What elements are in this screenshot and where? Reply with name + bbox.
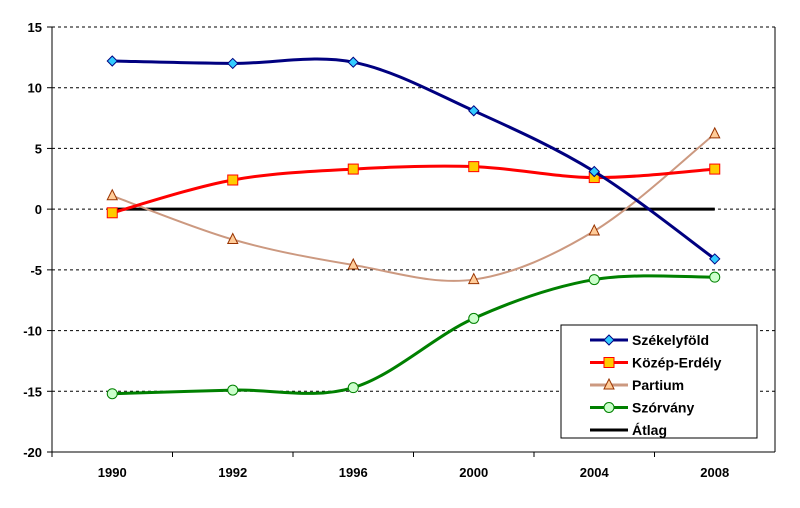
legend: Székelyföld Közép-Erdély Partium Szórvány Át… [560,324,758,439]
square-marker [106,207,118,219]
diamond-marker [603,334,615,346]
square-marker [709,163,721,175]
diamond-marker [468,105,480,117]
x-tick-label: 1992 [218,465,247,480]
diamond-marker [227,57,239,70]
x-tick-label: 2000 [459,465,488,480]
circle-marker [227,384,239,396]
triangle-marker [588,223,601,236]
square-marker [227,174,239,186]
circle-marker [468,312,480,324]
x-tick-label: 1990 [98,465,127,480]
triangle-marker [347,257,360,270]
circle-marker [347,382,359,394]
triangle-marker [467,272,480,285]
series-1 [106,161,721,219]
circle-marker [603,402,615,413]
square-marker [468,161,480,173]
legend-label: Szórvány [632,400,694,416]
legend-label: Közép-Erdély [632,355,722,371]
y-tick-label: 0 [35,202,42,217]
y-tick-label: -15 [23,384,42,399]
series-line [111,164,715,215]
y-tick-label: -20 [23,445,42,460]
circle-marker [709,271,721,283]
series-line [111,133,716,282]
series-0 [106,55,721,265]
series-2 [106,126,721,285]
y-tick-label: 15 [28,20,42,35]
legend-label: Partium [632,377,684,393]
triangle-marker [603,377,615,390]
legend-label: Átlag [632,422,667,438]
diamond-marker [709,253,721,265]
diamond-marker [347,56,359,68]
diamond-marker [106,55,118,67]
legend-box [560,324,758,439]
x-tick-label: 2004 [580,465,610,480]
circle-marker [106,388,118,400]
triangle-marker [106,188,119,201]
y-tick-label: -10 [23,324,42,339]
x-tick-label: 1996 [339,465,368,480]
triangle-marker [226,232,239,244]
square-marker [603,357,615,368]
triangle-marker [708,126,721,139]
y-tick-label: 5 [35,141,42,156]
square-marker [347,163,359,175]
circle-marker [588,274,600,286]
x-tick-label: 2008 [700,465,729,480]
series-line [112,274,715,396]
y-tick-label: -5 [30,263,42,278]
legend-label: Székelyföld [632,332,709,348]
diamond-marker [588,165,600,178]
series-3 [106,271,721,400]
y-tick-label: 10 [28,81,42,96]
